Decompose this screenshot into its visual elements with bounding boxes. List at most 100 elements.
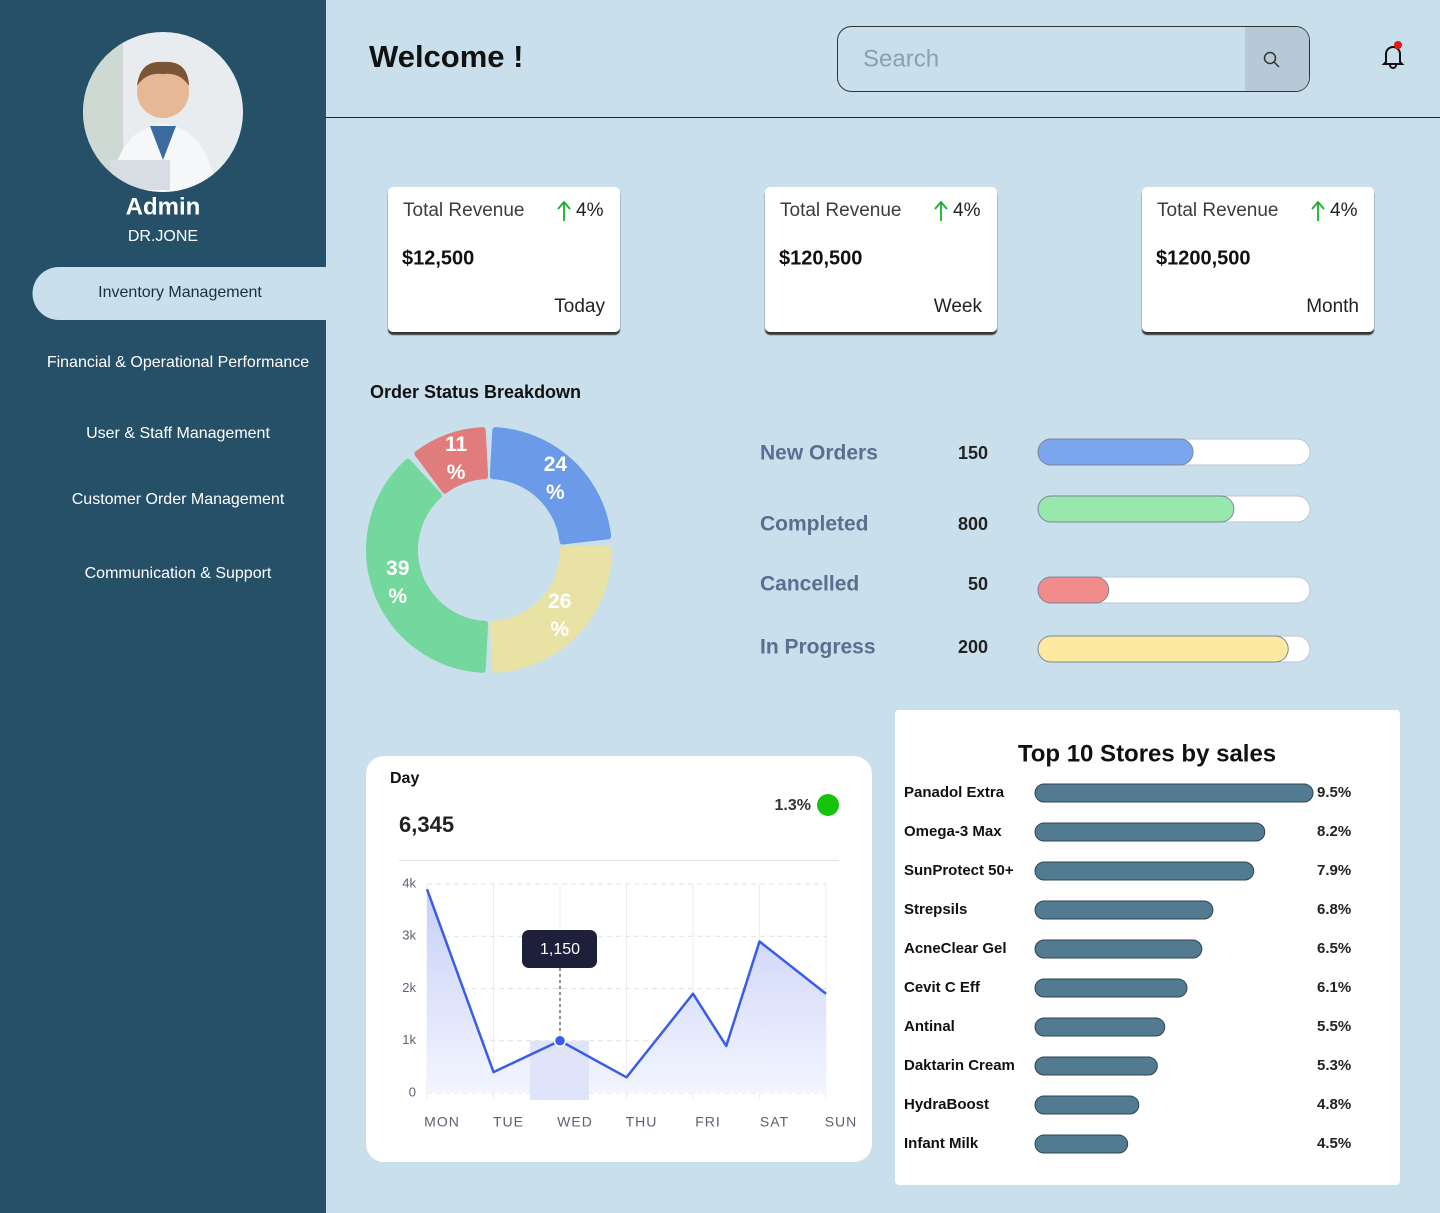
y-tick-label: 3k [402, 928, 416, 943]
y-tick-label: 2k [402, 980, 416, 995]
kpi-period: Month [1306, 296, 1359, 317]
store-name: Daktarin Cream [904, 1057, 1015, 1074]
donut-segment [489, 427, 612, 545]
store-name: Strepsils [904, 901, 967, 918]
kpi-card [388, 187, 620, 332]
store-bar [1034, 783, 1314, 803]
search-box[interactable]: Search [837, 26, 1310, 92]
kpi-change: 4% [576, 200, 604, 221]
store-name: Panadol Extra [904, 784, 1005, 801]
status-count: 800 [958, 514, 988, 534]
store-bar [1034, 861, 1255, 881]
status-name: Completed [760, 513, 869, 536]
sidebar [0, 0, 326, 1213]
y-tick-label: 1k [402, 1032, 416, 1047]
tooltip-box [522, 930, 597, 968]
active-menu-bg [32, 267, 326, 320]
kpi-card [765, 187, 997, 332]
donut-segment [489, 545, 612, 673]
donut-label: 11 % [445, 432, 468, 484]
store-bar [1034, 1056, 1158, 1076]
menu-item[interactable]: User & Staff Management [86, 425, 270, 442]
x-tick-label: TUE [493, 1114, 524, 1130]
line-title: Day [390, 770, 419, 787]
menu-item[interactable]: Customer Order Management [72, 491, 285, 508]
search-button[interactable] [1245, 27, 1309, 91]
store-bar [1034, 978, 1188, 998]
kpi-value: $1200,500 [1156, 247, 1251, 269]
store-value: 4.8% [1317, 1096, 1351, 1113]
store-bar [1034, 1095, 1140, 1115]
search-placeholder: Search [863, 45, 939, 72]
progress-fill [1037, 495, 1235, 523]
store-value: 6.8% [1317, 901, 1351, 918]
kpi-label: Total Revenue [403, 200, 524, 221]
kpi-value: $12,500 [402, 247, 474, 269]
search-input[interactable] [837, 26, 1310, 92]
store-value: 9.5% [1317, 784, 1351, 801]
store-name: SunProtect 50+ [904, 862, 1014, 879]
up-arrow [557, 200, 571, 221]
store-bar [1034, 1017, 1166, 1037]
kpi-change: 4% [1330, 200, 1358, 221]
store-name: Antinal [904, 1018, 955, 1035]
menu-item[interactable]: Communication & Support [85, 565, 272, 582]
status-count: 200 [958, 637, 988, 657]
data-point [553, 1034, 567, 1047]
progress-fill [1037, 635, 1289, 663]
donut-label: 24 % [543, 453, 568, 505]
store-name: Infant Milk [904, 1135, 979, 1152]
user-role: DR.JONE [128, 228, 198, 245]
store-bar [1034, 939, 1203, 959]
donut-label: 39 % [386, 556, 410, 608]
store-value: 5.3% [1317, 1057, 1351, 1074]
page-title: Welcome ! [369, 39, 523, 74]
kpi-card [1142, 187, 1374, 332]
up-arrow [934, 200, 948, 221]
y-tick-label: 0 [409, 1084, 416, 1099]
kpi-period: Week [934, 296, 983, 317]
x-tick-label: SAT [760, 1114, 789, 1130]
kpi-value: $120,500 [779, 247, 862, 269]
menu-item[interactable]: Inventory Management [98, 284, 262, 301]
y-tick-label: 4k [402, 875, 416, 890]
donut-segment [414, 427, 489, 494]
store-name: AcneClear Gel [904, 940, 1007, 957]
stores-title: Top 10 Stores by sales [1018, 740, 1276, 767]
status-name: Cancelled [760, 573, 859, 596]
store-bar [1034, 822, 1266, 842]
progress-fill [1037, 438, 1194, 466]
line-area [427, 889, 826, 1093]
store-value: 5.5% [1317, 1018, 1351, 1035]
store-value: 6.5% [1317, 940, 1351, 957]
kpi-label: Total Revenue [780, 200, 901, 221]
x-tick-label: MON [424, 1114, 460, 1130]
line-total: 6,345 [399, 812, 454, 837]
menu-item[interactable]: Financial & Operational Performance [47, 354, 309, 371]
kpi-label: Total Revenue [1157, 200, 1278, 221]
store-name: HydraBoost [904, 1096, 989, 1113]
avatar [83, 32, 243, 192]
store-name: Cevit C Eff [904, 979, 981, 996]
store-value: 4.5% [1317, 1135, 1351, 1152]
status-name: New Orders [760, 442, 878, 465]
x-tick-label: FRI [695, 1114, 721, 1130]
store-name: Omega-3 Max [904, 823, 1002, 840]
notification-bell[interactable] [1381, 41, 1405, 69]
progress-fill [1037, 576, 1110, 604]
line-change: 1.3% [775, 797, 811, 814]
status-count: 50 [968, 574, 988, 594]
store-bar [1034, 900, 1214, 920]
store-value: 6.1% [1317, 979, 1351, 996]
status-name: In Progress [760, 636, 876, 659]
status-count: 150 [958, 443, 988, 463]
store-value: 7.9% [1317, 862, 1351, 879]
x-tick-label: SUN [825, 1114, 858, 1130]
x-tick-label: WED [557, 1114, 593, 1130]
store-value: 8.2% [1317, 823, 1351, 840]
user-name: Admin [126, 193, 201, 220]
kpi-period: Today [554, 296, 605, 317]
donut-label: 26 % [548, 590, 572, 642]
